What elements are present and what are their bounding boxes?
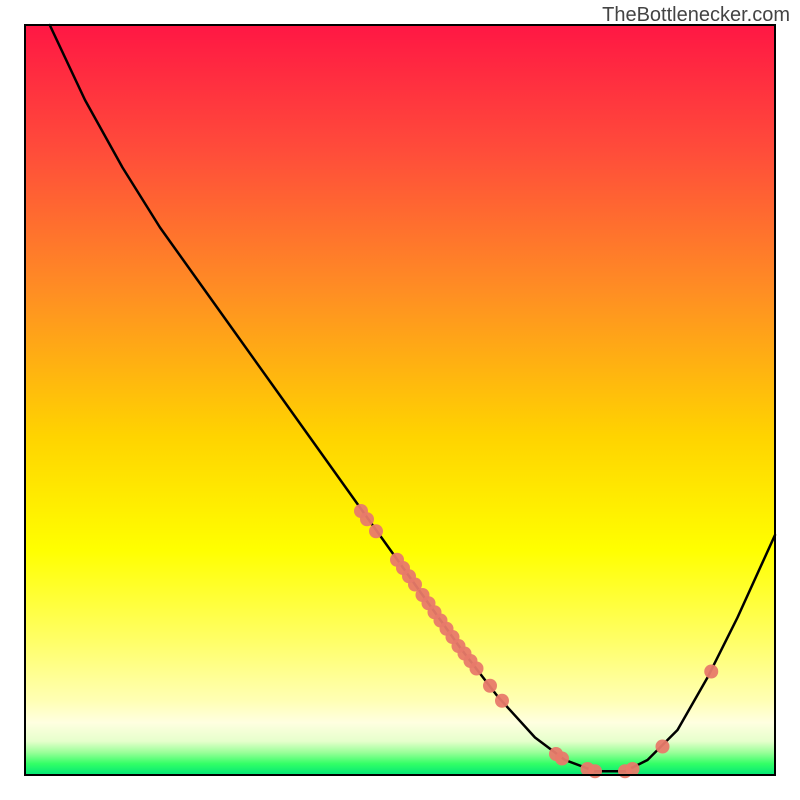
scatter-point bbox=[495, 694, 509, 708]
plot-background bbox=[25, 25, 775, 775]
chart-container: TheBottlenecker.com bbox=[0, 0, 800, 800]
scatter-point bbox=[470, 662, 484, 676]
watermark-text: TheBottlenecker.com bbox=[602, 4, 790, 27]
scatter-point bbox=[704, 665, 718, 679]
chart-svg bbox=[0, 0, 800, 800]
scatter-point bbox=[656, 740, 670, 754]
scatter-point bbox=[483, 679, 497, 693]
scatter-point bbox=[360, 512, 374, 526]
scatter-point bbox=[626, 762, 640, 776]
scatter-point bbox=[588, 764, 602, 778]
scatter-point bbox=[369, 524, 383, 538]
scatter-point bbox=[555, 752, 569, 766]
